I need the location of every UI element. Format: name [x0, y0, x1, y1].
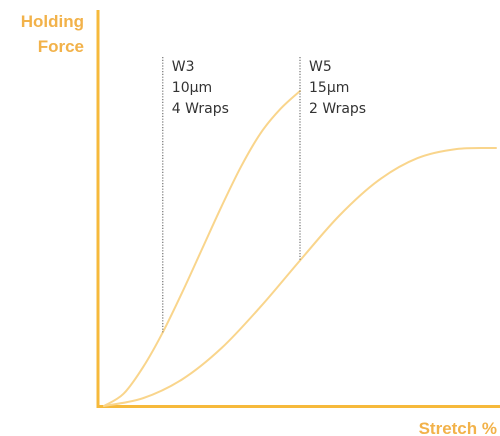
series-layer — [103, 90, 497, 407]
annotation-1-line-2: 10μm — [172, 80, 212, 96]
annotation-1-line-1: W3 — [172, 59, 195, 75]
x-axis-label: Stretch % — [419, 419, 497, 436]
annotation-2-line-3: 2 Wraps — [309, 101, 366, 117]
annotation-2-line-1: W5 — [309, 59, 332, 75]
y-axis-label-line-1: Holding — [21, 12, 84, 31]
annotation-layer: W3 10μm 4 Wraps W5 15μm 2 Wraps — [162, 57, 366, 333]
series-line-2 — [103, 146, 497, 407]
annotation-1-line-3: 4 Wraps — [172, 101, 229, 117]
y-axis-label-line-2: Force — [38, 37, 84, 56]
series-line-1 — [103, 90, 301, 407]
annotation-2-line-2: 15μm — [309, 80, 349, 96]
